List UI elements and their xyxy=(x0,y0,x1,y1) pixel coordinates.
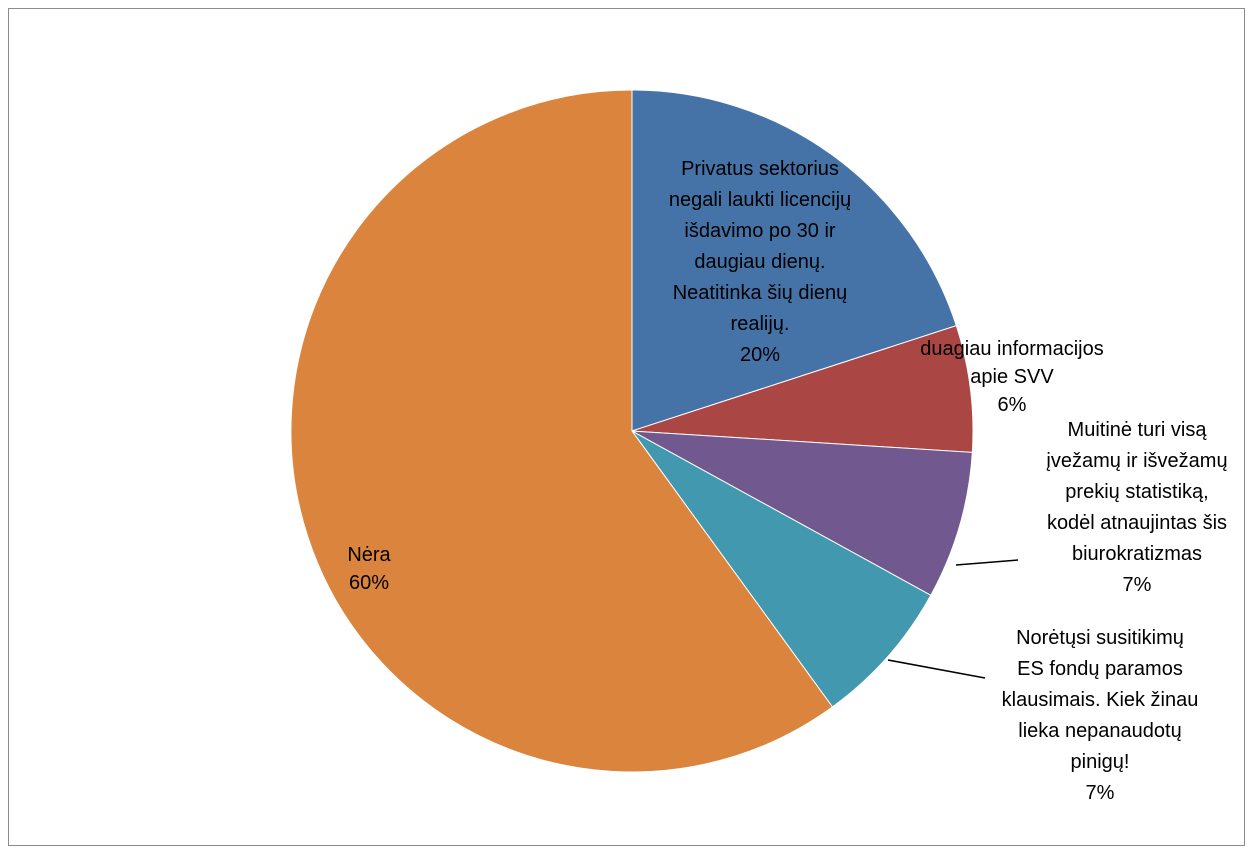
slice-licencijos-label: Privatus sektorius negali laukti licencij… xyxy=(669,158,851,366)
data-labels: Privatus sektorius negali laukti licencij… xyxy=(347,158,1227,804)
slice-muitine xyxy=(631,430,973,596)
slice-es-fondai-leader-line xyxy=(887,659,986,679)
slice-informacija-svv xyxy=(631,324,974,453)
pie-slices xyxy=(290,89,974,773)
slice-informacija-svv-label: duagiau informacijos apie SVV 6% xyxy=(920,338,1103,416)
slice-es-fondai xyxy=(631,430,932,708)
slice-nera-label: Nėra 60% xyxy=(347,544,391,594)
slice-muitine-label: Muitinė turi visą įvežamų ir išvežamų prek… xyxy=(1046,419,1227,596)
slice-muitine-leader-line xyxy=(955,559,1019,566)
slice-es-fondai-label: Norėtųsi susitikimų ES fondų paramos klaus… xyxy=(1002,627,1199,804)
slice-nera xyxy=(290,89,834,773)
leader-lines xyxy=(887,559,1019,679)
slice-licencijos xyxy=(631,89,957,432)
